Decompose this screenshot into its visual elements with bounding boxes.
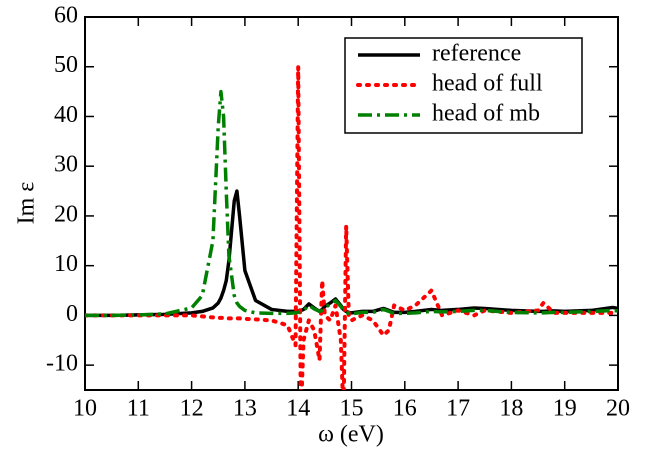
y-tick-label: 60 xyxy=(54,3,78,29)
x-tick-label: 15 xyxy=(340,396,364,422)
y-tick-label: 50 xyxy=(54,52,78,78)
y-axis-label: Im ε xyxy=(14,182,40,225)
legend-label: head of full xyxy=(432,71,543,97)
y-tick-label: 0 xyxy=(66,301,78,327)
x-tick-label: 10 xyxy=(73,396,97,422)
y-tick-label: 20 xyxy=(54,201,78,227)
x-tick-label: 17 xyxy=(446,396,470,422)
x-tick-label: 12 xyxy=(180,396,204,422)
x-tick-label: 18 xyxy=(499,396,523,422)
x-tick-label: 19 xyxy=(553,396,577,422)
legend-label: reference xyxy=(432,41,521,67)
x-tick-label: 20 xyxy=(606,396,630,422)
y-tick-label: 30 xyxy=(54,152,78,178)
y-tick-label: 40 xyxy=(54,102,78,128)
data-line xyxy=(85,189,618,318)
x-tick-label: 14 xyxy=(286,396,310,422)
x-tick-label: 13 xyxy=(233,396,257,422)
y-tick-label: -10 xyxy=(46,351,78,377)
x-tick-label: 16 xyxy=(393,396,417,422)
x-tick-label: 11 xyxy=(127,396,150,422)
legend-label: head of mb xyxy=(432,101,540,127)
data-line xyxy=(85,64,618,390)
plot-area xyxy=(85,64,618,390)
x-axis-label: ω (eV) xyxy=(318,422,384,448)
data-line xyxy=(85,89,618,318)
y-tick-label: 10 xyxy=(54,251,78,277)
